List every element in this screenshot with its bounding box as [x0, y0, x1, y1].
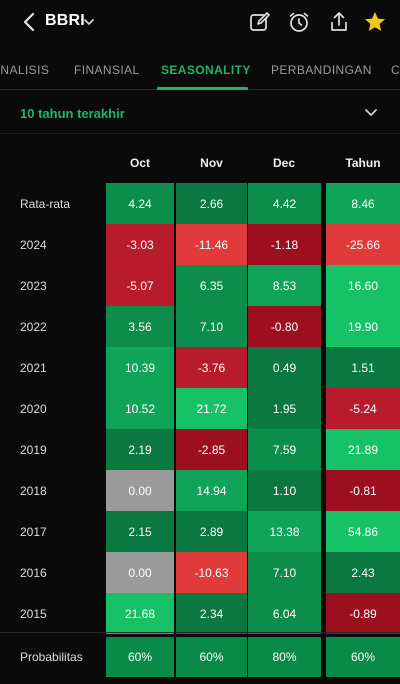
- heatmap-cell: 6.35: [176, 265, 247, 306]
- chevron-down-icon[interactable]: [84, 13, 98, 31]
- heatmap-cell: 2.66: [176, 183, 247, 224]
- heatmap-cell: 2.89: [176, 511, 247, 552]
- heatmap-cell: 21.72: [176, 388, 247, 429]
- heatmap-cell: 0.49: [248, 347, 321, 388]
- tab-analisis[interactable]: ANALISIS: [0, 63, 50, 77]
- tab-bar: ANALISIS FINANSIAL SEASONALITY PERBANDIN…: [0, 50, 400, 90]
- probability-cell: 80%: [248, 637, 321, 677]
- heatmap-cell: -1.18: [248, 224, 321, 265]
- tab-perbandingan[interactable]: PERBANDINGAN: [271, 63, 372, 77]
- heatmap-cell: -10.63: [176, 552, 247, 593]
- heatmap-cell: 10.52: [106, 388, 174, 429]
- active-tab-indicator: [157, 87, 248, 90]
- heatmap-cell: 1.10: [248, 470, 321, 511]
- heatmap-cell: 1.95: [248, 388, 321, 429]
- chevron-down-icon[interactable]: [362, 104, 380, 122]
- probability-cell: 60%: [326, 637, 400, 677]
- column-header-nov: Nov: [200, 156, 223, 170]
- heatmap-cell: 16.60: [326, 265, 400, 306]
- tab-more[interactable]: C: [391, 63, 400, 77]
- heatmap-cell: 10.39: [106, 347, 174, 388]
- heatmap-cell: 2.19: [106, 429, 174, 470]
- heatmap-cell: 21.89: [326, 429, 400, 470]
- heatmap-cell: 0.00: [106, 470, 174, 511]
- heatmap-cell: 54.86: [326, 511, 400, 552]
- edit-icon[interactable]: [248, 10, 272, 34]
- alarm-icon[interactable]: [287, 10, 311, 34]
- heatmap-cell: 13.38: [248, 511, 321, 552]
- back-chevron-icon[interactable]: [18, 9, 40, 35]
- heatmap-cell: -5.07: [106, 265, 174, 306]
- heatmap-cell: 2.15: [106, 511, 174, 552]
- probability-cell: 60%: [176, 637, 247, 677]
- tab-finansial[interactable]: FINANSIAL: [74, 63, 140, 77]
- share-icon[interactable]: [327, 10, 351, 34]
- heatmap-cell: 14.94: [176, 470, 247, 511]
- row-label: 2022: [20, 320, 47, 334]
- heatmap-cell: -11.46: [176, 224, 247, 265]
- period-label: 10 tahun terakhir: [20, 106, 125, 121]
- star-icon[interactable]: [363, 10, 387, 34]
- row-label: 2019: [20, 443, 47, 457]
- heatmap-cell: 1.51: [326, 347, 400, 388]
- heatmap-cell: 4.24: [106, 183, 174, 224]
- heatmap-cell: 6.04: [248, 593, 321, 634]
- column-header-oct: Oct: [129, 156, 150, 170]
- row-label: 2015: [20, 607, 47, 621]
- row-label: 2016: [20, 566, 47, 580]
- period-selector[interactable]: 10 tahun terakhir: [0, 92, 400, 134]
- row-label: 2018: [20, 484, 47, 498]
- heatmap-cell: 3.56: [106, 306, 174, 347]
- heatmap-cell: 7.10: [176, 306, 247, 347]
- heatmap-cell: -3.03: [106, 224, 174, 265]
- row-label: 2020: [20, 402, 47, 416]
- heatmap-cell: 19.90: [326, 306, 400, 347]
- ticker-title[interactable]: BBRI: [45, 12, 85, 29]
- tab-seasonality[interactable]: SEASONALITY: [161, 63, 251, 77]
- heatmap-cell: -0.80: [248, 306, 321, 347]
- row-label: 2023: [20, 279, 47, 293]
- heatmap-cell: 4.42: [248, 183, 321, 224]
- heatmap-cell: 21.68: [106, 593, 174, 634]
- row-label: Rata-rata: [20, 197, 71, 211]
- heatmap-cell: 2.43: [326, 552, 400, 593]
- heatmap-cell: -0.81: [326, 470, 400, 511]
- top-bar: BBRI: [0, 0, 400, 46]
- heatmap-cell: 7.10: [248, 552, 321, 593]
- column-header-tahun: Tahun: [345, 156, 381, 170]
- column-header-dec: Dec: [272, 156, 295, 170]
- heatmap-cell: 8.46: [326, 183, 400, 224]
- heatmap-cell: 7.59: [248, 429, 321, 470]
- row-label: 2024: [20, 238, 47, 252]
- table-divider: [0, 632, 400, 633]
- heatmap-cell: -2.85: [176, 429, 247, 470]
- heatmap-cell: -0.89: [326, 593, 400, 634]
- heatmap-cell: -3.76: [176, 347, 247, 388]
- row-label: 2021: [20, 361, 47, 375]
- row-label: 2017: [20, 525, 47, 539]
- heatmap-cell: 2.34: [176, 593, 247, 634]
- probability-cell: 60%: [106, 637, 174, 677]
- heatmap-cell: -25.66: [326, 224, 400, 265]
- row-label-probabilitas: Probabilitas: [20, 650, 83, 664]
- heatmap-cell: 8.53: [248, 265, 321, 306]
- heatmap-cell: -5.24: [326, 388, 400, 429]
- heatmap-cell: 0.00: [106, 552, 174, 593]
